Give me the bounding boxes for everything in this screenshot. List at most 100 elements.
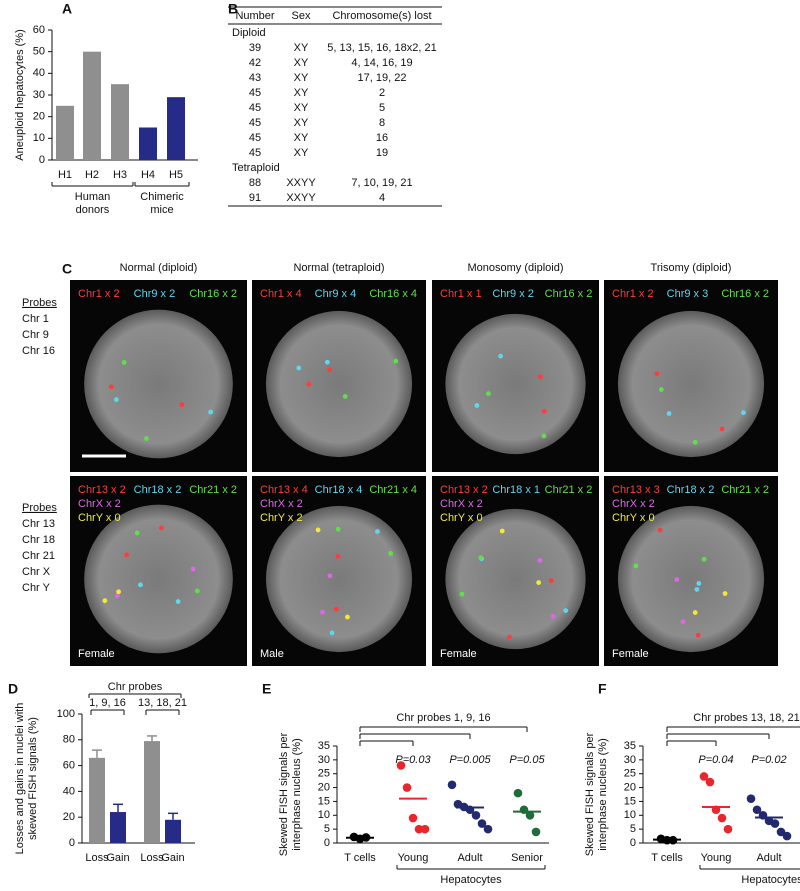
y-tick-label: 40 (63, 785, 75, 797)
sex-label: Female (612, 648, 649, 660)
panel-label: B (228, 1, 238, 17)
data-point (483, 824, 493, 834)
fish-spot (335, 554, 341, 559)
table-cell: 5 (379, 102, 385, 114)
column-title: Normal (tetraploid) (293, 262, 384, 274)
table-cell: XY (294, 87, 309, 99)
fish-spot (121, 360, 127, 365)
x-tick-label: Loss (140, 852, 164, 864)
x-tick-label: Young (701, 852, 732, 864)
probe-count: Chr1 x 2 (612, 288, 654, 300)
probe-label: Chr 16 (22, 345, 55, 357)
y-tick-label: 10 (624, 809, 636, 821)
probe-count: Chr9 x 2 (134, 288, 176, 300)
data-point (525, 810, 535, 820)
data-point (513, 788, 523, 798)
sex-label: Female (440, 648, 477, 660)
table-cell: XY (294, 132, 309, 144)
data-point (699, 772, 709, 781)
table-cell: 4, 14, 16, 19 (351, 57, 412, 69)
fish-spot (194, 588, 200, 594)
table-cell: 88 (249, 177, 261, 189)
fish-spot (296, 365, 302, 371)
p-value: P=0.03 (395, 754, 431, 766)
probe-count: ChrY x 0 (440, 512, 483, 524)
data-point (531, 827, 541, 837)
probe-count: ChrX x 2 (440, 498, 483, 510)
probe-count: Chr21 x 2 (721, 484, 769, 496)
data-point (723, 824, 733, 834)
data-point (776, 827, 786, 837)
y-tick-label: 0 (630, 837, 636, 849)
data-point (471, 810, 481, 820)
probe-count: Chr9 x 3 (667, 288, 709, 300)
fish-spot (134, 530, 140, 536)
data-point (414, 824, 424, 834)
fish-spot (537, 557, 543, 563)
table-cell: 45 (249, 132, 261, 144)
table-cell: 8 (379, 117, 385, 129)
group-label: Chimeric (140, 191, 184, 203)
table-header: Number (235, 10, 274, 22)
column-title: Monosomy (diploid) (468, 262, 564, 274)
probe-count: ChrX x 2 (78, 498, 121, 510)
p-value: P=0.05 (509, 754, 545, 766)
y-axis-label: interphase nucleus (%) (597, 738, 609, 851)
fish-spot (563, 608, 569, 614)
fish-spot (478, 555, 484, 561)
data-point (705, 777, 715, 787)
table-cell: XY (294, 147, 309, 159)
fish-spot (658, 387, 664, 392)
fish-spot (375, 529, 380, 534)
table-cell: XY (294, 117, 309, 129)
sex-label: Female (78, 648, 115, 660)
panel-label: C (62, 261, 72, 277)
probe-count: Chr16 x 2 (721, 288, 769, 300)
group-label: 13, 18, 21 (138, 697, 187, 709)
p-value: P=0.005 (449, 754, 491, 766)
x-tick-label: H4 (141, 169, 155, 181)
fish-spot (680, 619, 686, 625)
probe-count: Chr21 x 2 (545, 484, 593, 496)
error-bar (113, 803, 123, 813)
probe-label: Chr 1 (22, 313, 49, 325)
probe-count: ChrX x 2 (260, 498, 303, 510)
y-tick-label: 0 (39, 154, 45, 166)
group-label: Hepatocytes (440, 874, 502, 886)
y-tick-label: 20 (318, 781, 330, 793)
fish-spot (701, 556, 707, 562)
group-label: Human (75, 191, 110, 203)
probe-label: Chr 21 (22, 550, 55, 562)
fish-spot (329, 630, 335, 636)
fish-spot (459, 591, 465, 597)
y-tick-label: 10 (318, 809, 330, 821)
fish-spot (550, 614, 556, 619)
fish-spot (324, 359, 330, 365)
nucleus (617, 505, 765, 653)
group-label: Hepatocytes (741, 874, 800, 886)
y-tick-label: 0 (69, 837, 75, 849)
error-bar (168, 812, 178, 820)
x-tick-label: T cells (344, 852, 376, 864)
y-tick-label: 40 (33, 67, 45, 79)
y-tick-label: 100 (57, 708, 75, 720)
probes-title: Probes (22, 502, 57, 514)
probe-count: Chr16 x 2 (545, 288, 593, 300)
probe-count: Chr9 x 2 (492, 288, 534, 300)
probe-count: Chr18 x 4 (315, 484, 363, 496)
bar (167, 97, 185, 160)
table-cell: XY (294, 57, 309, 69)
table-cell: XXYY (286, 177, 316, 189)
table-cell: XY (294, 102, 309, 114)
y-tick-label: 20 (624, 781, 636, 793)
table-cell: 45 (249, 87, 261, 99)
fish-spot (541, 433, 547, 439)
bar (110, 812, 126, 843)
x-tick-label: Gain (106, 852, 129, 864)
nucleus (265, 505, 413, 653)
nucleus (84, 309, 233, 459)
fish-spot (144, 436, 149, 441)
fish-spot (548, 578, 554, 583)
probe-count: Chr13 x 3 (612, 484, 660, 496)
y-tick-label: 10 (33, 132, 45, 144)
